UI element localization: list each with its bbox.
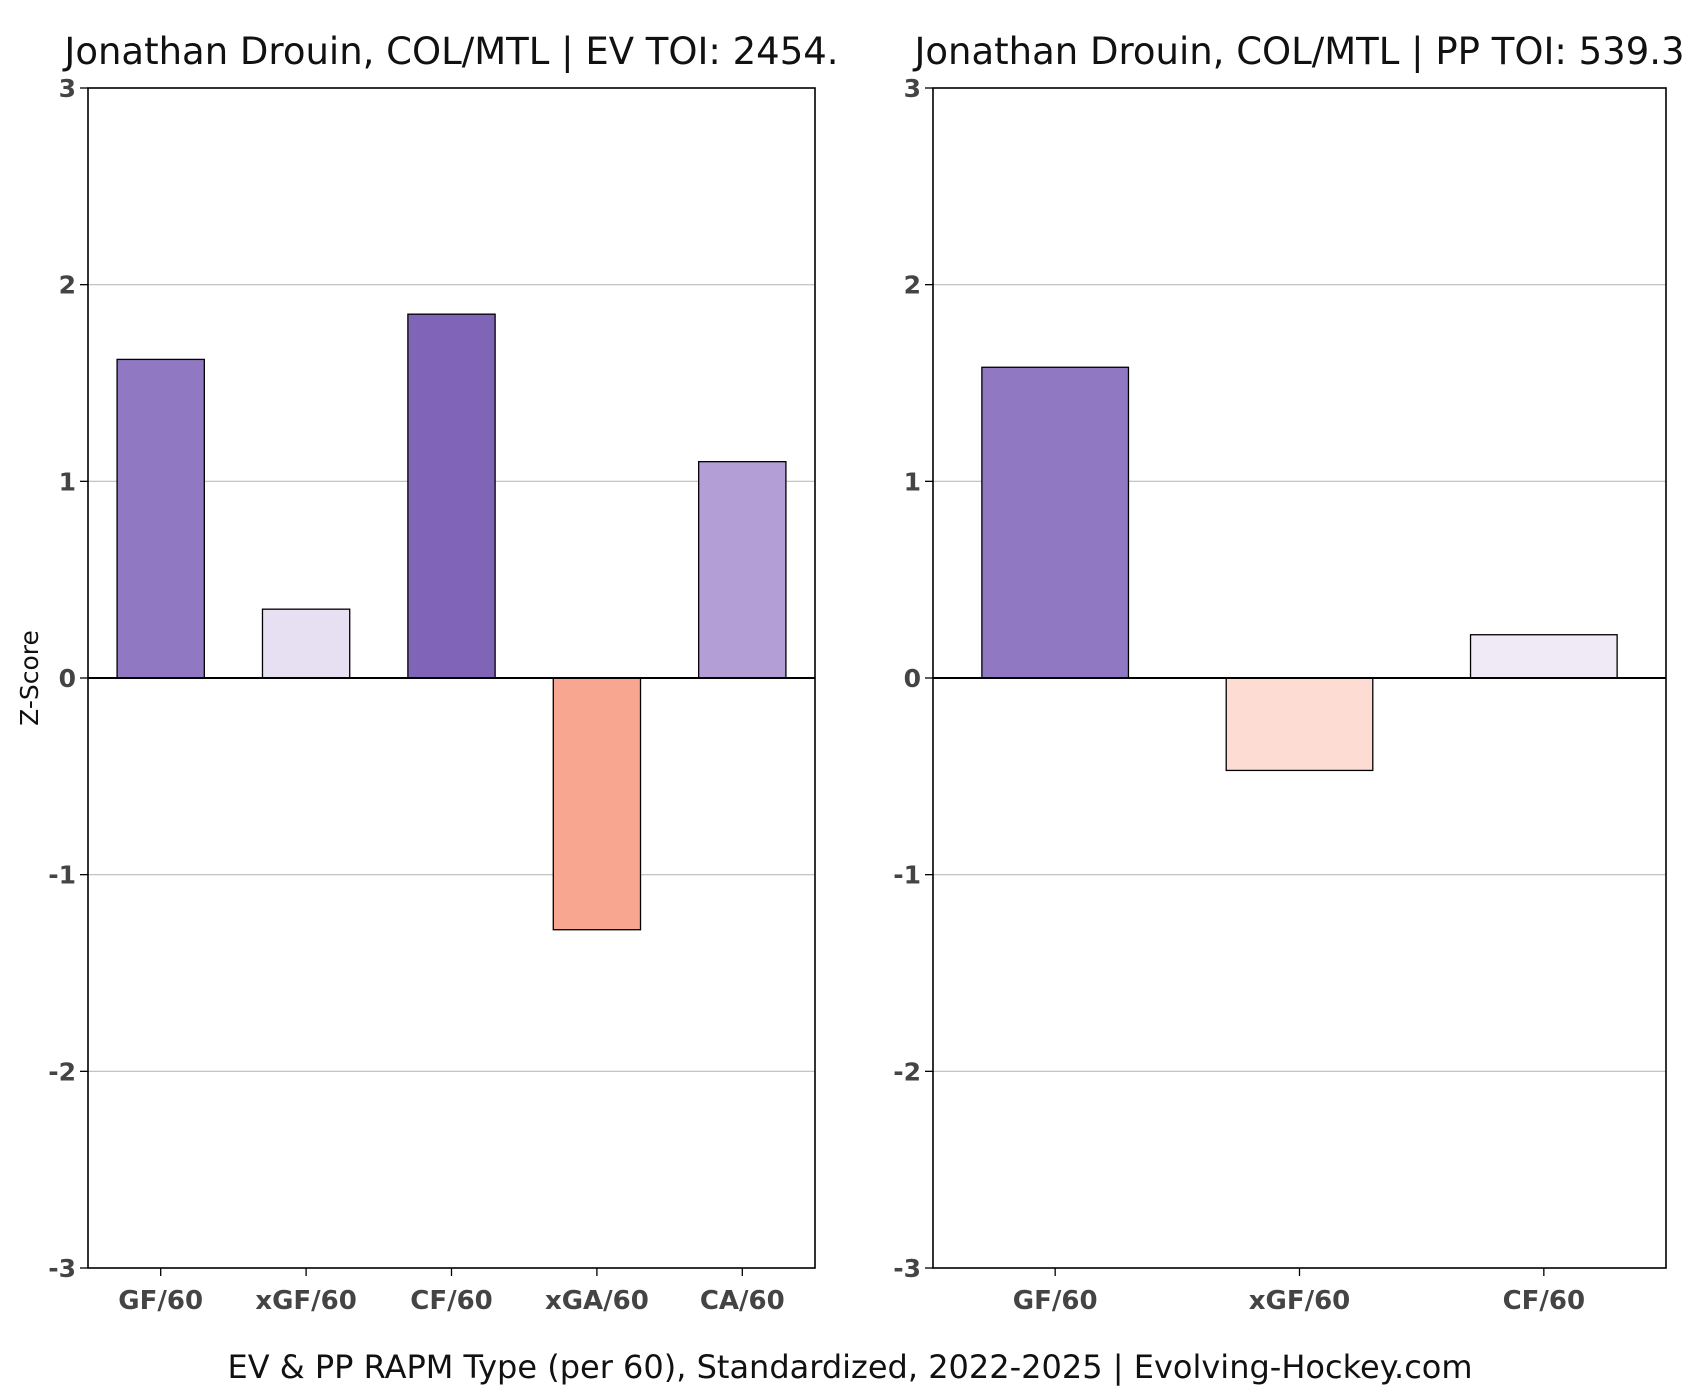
- y-tick-label: 0: [904, 664, 921, 693]
- x-tick-label: CF/60: [1503, 1286, 1586, 1316]
- y-tick-label: 1: [904, 467, 921, 496]
- x-tick-label: GF/60: [1013, 1286, 1098, 1316]
- y-axis-label: Z-Score: [15, 630, 44, 726]
- y-tick-label: 2: [904, 271, 921, 300]
- panel-title: Jonathan Drouin, COL/MTL | EV TOI: 2454.: [62, 30, 838, 73]
- bar-cf-per-60: [1469, 634, 1618, 679]
- y-tick-label: -2: [893, 1057, 921, 1086]
- y-tick-label: 3: [59, 74, 76, 103]
- x-tick-label: GF/60: [118, 1286, 203, 1316]
- y-tick-label: -1: [893, 861, 921, 890]
- chart-caption: EV & PP RAPM Type (per 60), Standardized…: [227, 1348, 1472, 1386]
- y-tick-label: 0: [59, 664, 76, 693]
- x-tick-label: xGA/60: [545, 1286, 649, 1316]
- bar-gf-per-60: [116, 358, 205, 679]
- panel-1: GF/60 xGF/60 CF/60 xGA/60 CA/60 -3 -2 -1 0 1 2 3Jon…: [15, 30, 839, 1316]
- x-tick-label: CA/60: [700, 1286, 785, 1316]
- bar-xgf-per-60: [1225, 677, 1374, 772]
- y-tick-label: -3: [893, 1254, 921, 1283]
- y-tick-label: 3: [904, 74, 921, 103]
- x-tick-label: xGF/60: [1249, 1286, 1351, 1316]
- y-tick-label: 2: [59, 271, 76, 300]
- y-tick-label: -2: [48, 1057, 76, 1086]
- x-tick-label: CF/60: [410, 1286, 493, 1316]
- panel-title: Jonathan Drouin, COL/MTL | PP TOI: 539.3: [912, 30, 1684, 73]
- chart-panels: GF/60 xGF/60 CF/60 xGA/60 CA/60-3-2-10123Jon…: [15, 30, 1685, 1316]
- bar-ca-per-60: [698, 461, 787, 679]
- x-tick-label: xGF/60: [255, 1286, 357, 1316]
- bar-gf-per-60: [981, 366, 1130, 679]
- bar-xga-per-60: [552, 677, 642, 931]
- y-tick-label: -1: [48, 861, 76, 890]
- bar-cf-per-60: [407, 313, 496, 679]
- bar-xgf-per-60: [261, 608, 351, 679]
- y-tick-label: -3: [48, 1254, 76, 1283]
- y-tick-label: 1: [59, 467, 76, 496]
